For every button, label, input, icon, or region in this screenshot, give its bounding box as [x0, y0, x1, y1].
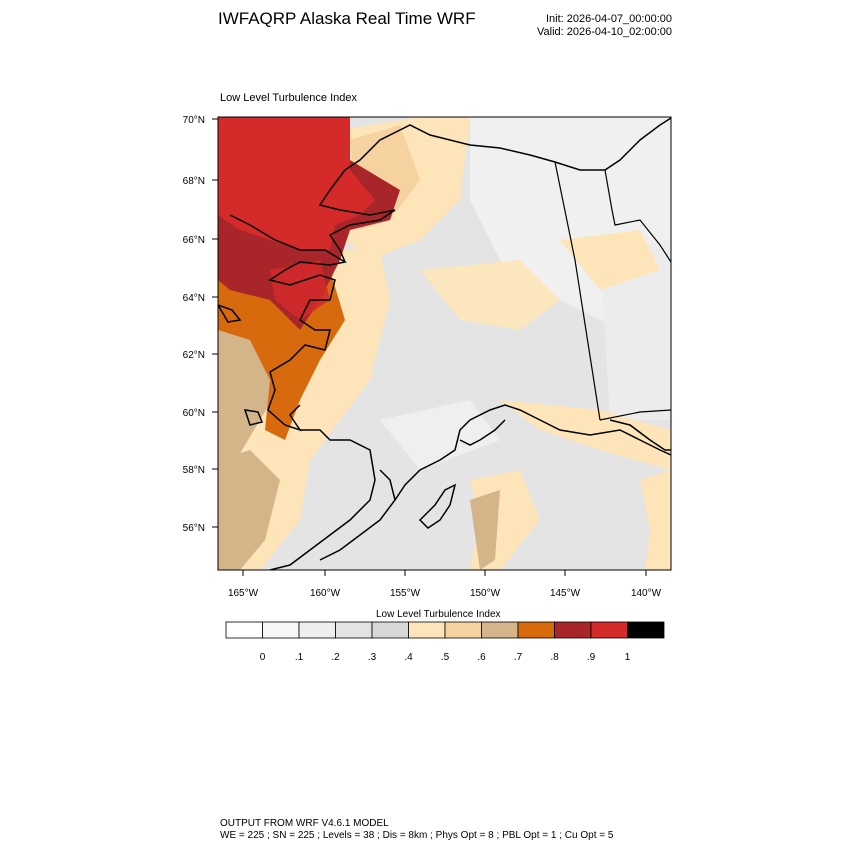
lon-label: 140°W	[631, 588, 662, 599]
lon-labels: 165°W 160°W 155°W 150°W 145°W 140°W	[228, 588, 662, 599]
panel-title: Low Level Turbulence Index	[220, 92, 357, 104]
colorbar-swatch	[481, 621, 519, 639]
colorbar-label: .5	[441, 652, 450, 663]
colorbar-title: Low Level Turbulence Index	[376, 609, 501, 620]
lat-label: 58°N	[183, 465, 205, 476]
colorbar-label: 0	[260, 652, 266, 663]
lon-label: 155°W	[390, 588, 421, 599]
field-tan-ne	[560, 230, 660, 290]
coast-ak-peninsula-south	[319, 469, 396, 561]
lon-ticks	[242, 570, 647, 576]
footer-line2: WE = 225 ; SN = 225 ; Levels = 38 ; Dis …	[220, 830, 614, 841]
coast-nunivak	[243, 409, 264, 426]
run-times: Init: 2026-04-07_00:00:00 Valid: 2026-04…	[537, 13, 672, 39]
lon-label: 150°W	[470, 588, 501, 599]
coast-kodiak	[418, 483, 457, 529]
colorbar-swatch	[335, 621, 373, 639]
lat-label: 68°N	[183, 176, 205, 187]
colorbar-swatch	[554, 621, 592, 639]
colorbar-label: .9	[587, 652, 596, 663]
field-red	[218, 117, 375, 250]
coast-kotzebue	[318, 169, 396, 263]
colorbar	[225, 621, 665, 639]
border-canada	[554, 161, 601, 421]
lat-labels: 70°N 68°N 66°N 64°N 62°N 60°N 58°N 56°N	[183, 115, 205, 534]
field-light-e	[600, 240, 671, 420]
colorbar-swatch	[517, 621, 555, 639]
valid-time: Valid: 2026-04-10_02:00:00	[537, 26, 672, 38]
border-bc	[599, 409, 671, 421]
lat-label: 66°N	[183, 235, 205, 246]
coast-gulf	[394, 404, 671, 501]
field-light-s	[380, 400, 500, 470]
coast-west	[229, 214, 348, 432]
field-tan-se	[640, 470, 671, 570]
colorbar-labels: 0 .1 .2 .3 .4 .5 .6 .7 .8 .9 1	[260, 652, 631, 663]
map-field	[218, 117, 671, 570]
footer: OUTPUT FROM WRF V4.6.1 MODEL WE = 225 ; …	[220, 818, 613, 842]
colorbar-label: .3	[368, 652, 377, 663]
lat-label: 64°N	[183, 293, 205, 304]
colorbar-swatch	[262, 621, 300, 639]
field-tan-dark-ak-pen	[218, 450, 280, 570]
colorbar-label: .8	[550, 652, 559, 663]
colorbar-label: .7	[514, 652, 523, 663]
lat-ticks	[212, 118, 218, 528]
lat-label: 60°N	[183, 408, 205, 419]
colorbar-label: .4	[404, 652, 413, 663]
field-tan-central	[420, 260, 560, 330]
lat-label: 70°N	[183, 115, 205, 126]
colorbar-swatch	[298, 621, 336, 639]
colorbar-label: 1	[625, 652, 631, 663]
border-yukon-nwt	[604, 169, 671, 263]
lon-label: 165°W	[228, 588, 259, 599]
colorbar-swatch	[444, 621, 482, 639]
plot-frame	[217, 116, 672, 571]
colorbar-swatch	[590, 621, 628, 639]
coast-st-lawrence	[218, 304, 242, 323]
colorbar-swatch	[225, 621, 263, 639]
colorbar-label: .2	[331, 652, 340, 663]
coast-arctic	[344, 117, 671, 171]
lat-label: 56°N	[183, 523, 205, 534]
coast-kenai	[459, 419, 506, 446]
footer-line1: OUTPUT FROM WRF V4.6.1 MODEL	[220, 818, 389, 829]
colorbar-swatch	[371, 621, 409, 639]
coast-ak-peninsula-north	[269, 429, 376, 570]
lon-label: 160°W	[310, 588, 341, 599]
init-time: Init: 2026-04-07_00:00:00	[546, 13, 672, 25]
coastlines	[218, 117, 671, 570]
main-title: IWFAQRP Alaska Real Time WRF	[218, 9, 476, 28]
coast-se	[609, 419, 671, 451]
colorbar-label: .6	[477, 652, 486, 663]
field-red-seward	[270, 260, 330, 320]
colorbar-swatch	[408, 621, 446, 639]
colorbar-swatch	[627, 621, 665, 639]
field-tan-dark-gulf	[470, 490, 500, 570]
lon-label: 145°W	[550, 588, 581, 599]
lat-label: 62°N	[183, 350, 205, 361]
colorbar-label: .1	[295, 652, 304, 663]
